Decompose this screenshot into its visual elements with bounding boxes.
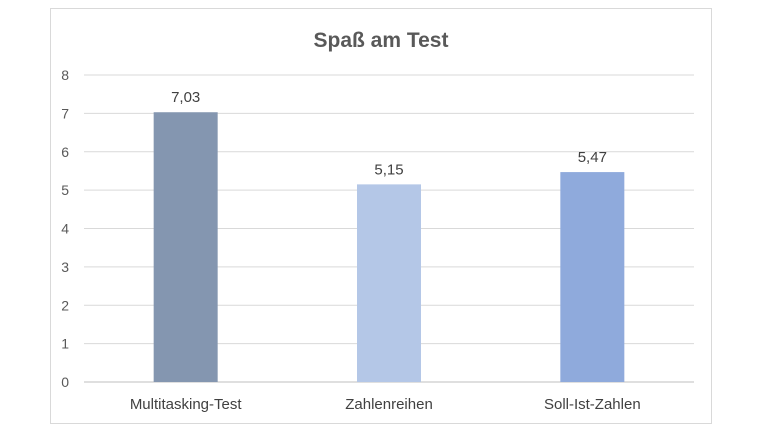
data-label: 5,47: [578, 149, 607, 166]
y-tick-label: 7: [61, 105, 69, 121]
chart-title: Spaß am Test: [313, 29, 449, 52]
category-label: Multitasking-Test: [130, 396, 243, 413]
y-tick-label: 2: [61, 297, 69, 313]
category-label: Soll-Ist-Zahlen: [544, 396, 641, 413]
chart-frame: Spaß am Test 0 1 2 3 4 5 6 7 8 7,03 Multitasking-T…: [50, 8, 712, 424]
bar: [357, 184, 421, 382]
y-tick-label: 3: [61, 259, 69, 275]
bar: [153, 112, 218, 382]
y-tick-label: 1: [61, 336, 69, 352]
category-label: Zahlenreihen: [345, 396, 433, 413]
bar: [560, 172, 625, 382]
y-tick-label: 0: [61, 374, 69, 390]
y-tick-label: 6: [61, 144, 69, 160]
y-tick-label: 8: [61, 67, 69, 83]
y-tick-label: 5: [61, 182, 69, 198]
data-label: 7,03: [171, 89, 200, 106]
bar-chart: 0 1 2 3 4 5 6 7 8 7,03 Multitasking-Test 5,15 Zahlen…: [61, 67, 694, 413]
y-tick-label: 4: [61, 221, 69, 237]
data-label: 5,15: [374, 161, 403, 178]
